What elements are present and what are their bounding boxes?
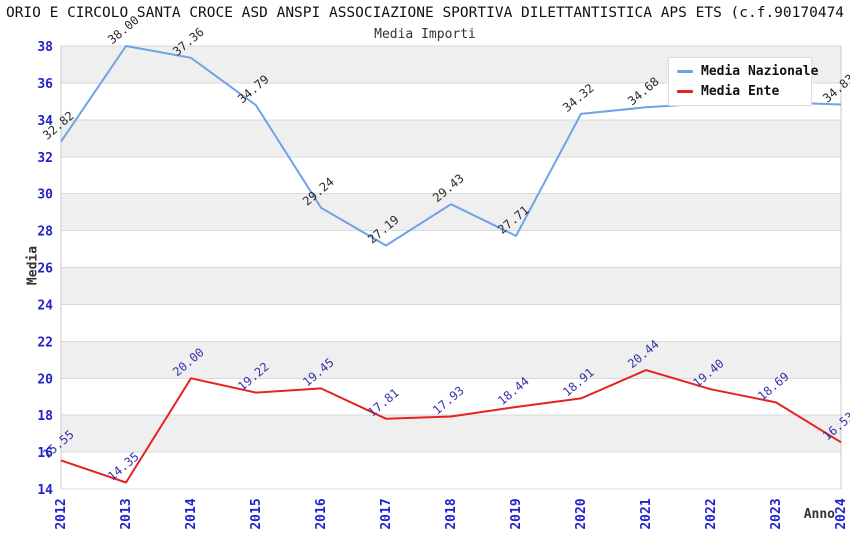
y-tick-label: 32 [37, 151, 53, 166]
x-tick-label: 2012 [54, 498, 69, 529]
point-value-label: 17.81 [365, 386, 402, 420]
chart-subtitle: Media Importi [374, 27, 476, 42]
x-tick-label: 2021 [639, 498, 654, 529]
media-ente-line [60, 369, 842, 484]
x-tick-label: 2018 [444, 498, 459, 529]
legend-label-media-ente: Media Ente [701, 84, 780, 99]
x-tick-label: 2015 [249, 498, 264, 529]
plot-band [61, 415, 841, 453]
nazionale-line-swatch-icon [677, 70, 693, 73]
y-tick-label: 38 [37, 40, 53, 55]
legend-item-media-ente: Media Ente [677, 85, 803, 98]
y-axis-title: Media [25, 245, 41, 286]
legend-label-media-nazionale: Media Nazionale [701, 64, 819, 79]
point-value-label: 34.32 [560, 81, 597, 115]
y-tick-label: 34 [37, 114, 53, 129]
y-tick-label: 30 [37, 188, 53, 203]
x-tick-label: 2016 [314, 498, 329, 529]
point-value-label: 18.44 [495, 374, 532, 408]
y-tick-label: 22 [37, 335, 53, 350]
y-tick-label: 28 [37, 225, 53, 240]
y-tick-label: 20 [37, 372, 53, 387]
plot-band [61, 267, 841, 305]
x-tick-label: 2024 [834, 498, 849, 529]
y-tick-label: 36 [37, 77, 53, 92]
plot-band [61, 119, 841, 157]
x-axis-title: Anno [803, 507, 835, 522]
ente-line-swatch-icon [677, 90, 693, 93]
y-tick-label: 14 [37, 483, 53, 498]
legend-item-media-nazionale: Media Nazionale [677, 65, 818, 78]
x-tick-label: 2020 [574, 498, 589, 529]
x-tick-label: 2023 [769, 498, 784, 529]
x-tick-label: 2019 [509, 498, 524, 529]
x-tick-label: 2022 [704, 498, 719, 529]
legend: Media Nazionale Media Ente [668, 57, 818, 106]
x-tick-label: 2014 [184, 498, 199, 529]
y-tick-label: 26 [37, 262, 53, 277]
y-tick-label: 24 [37, 298, 53, 313]
y-tick-label: 18 [37, 409, 53, 424]
plot-band [61, 341, 841, 379]
y-tick-label: 16 [37, 446, 53, 461]
x-tick-label: 2017 [379, 498, 394, 529]
plot-band [61, 193, 841, 231]
chart-title: ORIO E CIRCOLO SANTA CROCE ASD ANSPI ASS… [5, 5, 845, 21]
x-tick-label: 2013 [119, 498, 134, 529]
point-value-label: 17.93 [430, 383, 467, 417]
